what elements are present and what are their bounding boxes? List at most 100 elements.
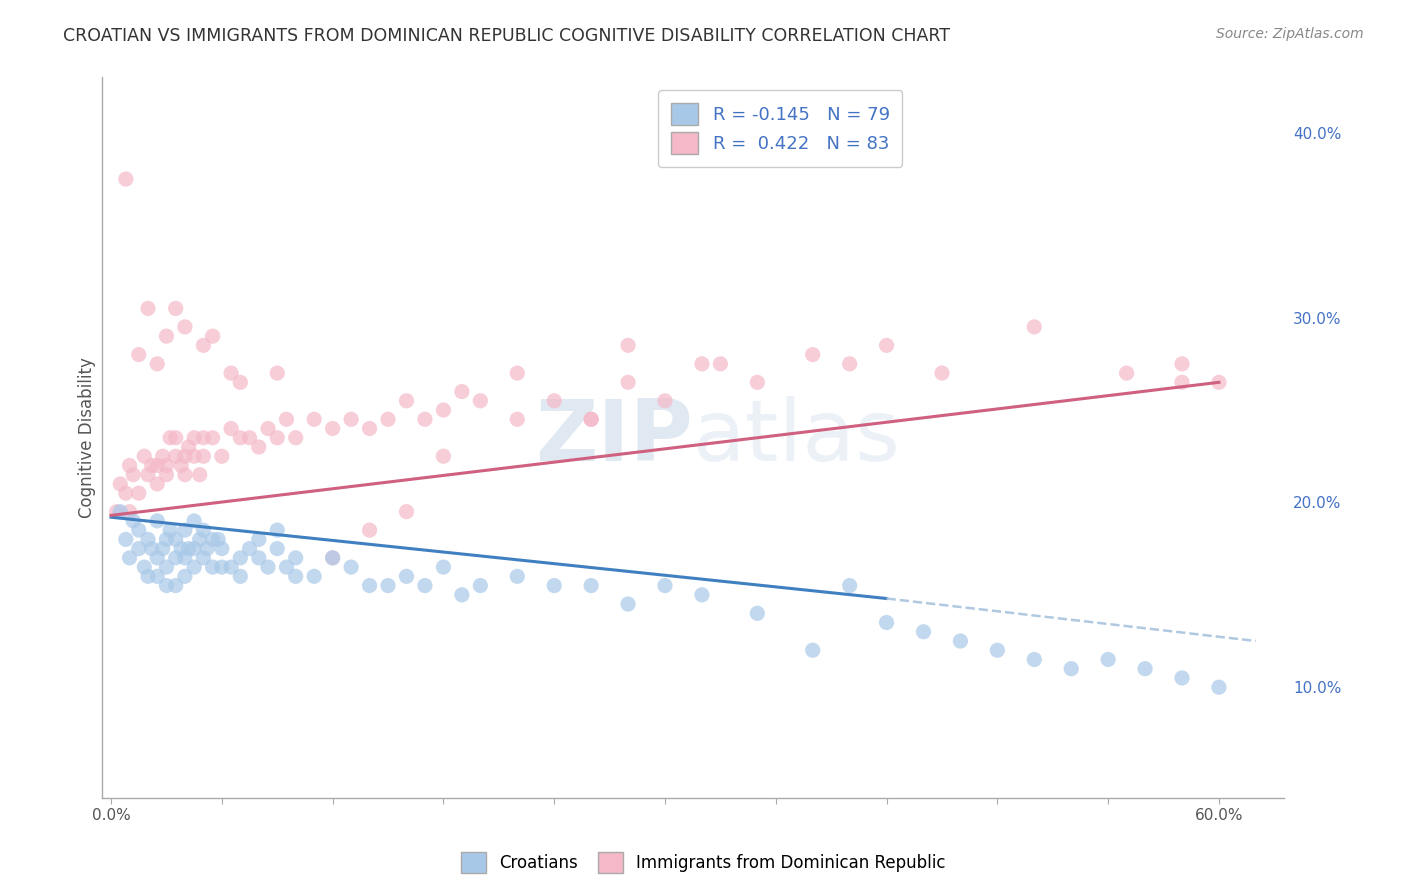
Point (247, 550, 270, 565)
Point (1208, 376, 1230, 390)
Point (470, 578, 492, 592)
Point (146, 550, 169, 565)
Point (579, 412, 602, 426)
Point (177, 541, 200, 556)
Point (211, 560, 233, 574)
Point (105, 505, 128, 519)
Point (266, 366, 288, 380)
Point (165, 578, 187, 592)
Point (690, 588, 713, 602)
Point (118, 550, 141, 565)
Point (876, 615, 898, 630)
Text: CROATIAN VS IMMIGRANTS FROM DOMINICAN REPUBLIC COGNITIVE DISABILITY CORRELATION : CROATIAN VS IMMIGRANTS FROM DOMINICAN RE… (63, 27, 950, 45)
Point (122, 514, 145, 528)
Y-axis label: Cognitive Disability: Cognitive Disability (79, 358, 96, 518)
Point (432, 449, 454, 463)
Point (183, 541, 205, 556)
Point (1133, 662, 1156, 676)
Point (195, 541, 218, 556)
Point (654, 578, 676, 592)
Point (506, 412, 529, 426)
Point (506, 366, 529, 380)
Point (110, 477, 132, 491)
Point (193, 550, 215, 565)
Point (155, 458, 177, 473)
Point (165, 431, 187, 445)
Point (451, 588, 474, 602)
Point (359, 578, 381, 592)
Point (617, 597, 640, 611)
Point (470, 393, 492, 408)
Point (302, 412, 325, 426)
Point (201, 560, 224, 574)
Point (219, 560, 242, 574)
Point (340, 412, 363, 426)
Point (193, 523, 215, 537)
Point (193, 449, 215, 463)
Point (155, 533, 177, 547)
Point (201, 431, 224, 445)
Point (1097, 652, 1119, 666)
Point (134, 560, 156, 574)
Point (413, 578, 436, 592)
Point (1171, 671, 1194, 685)
Point (266, 541, 288, 556)
Point (201, 329, 224, 343)
Point (229, 550, 252, 565)
Point (340, 560, 363, 574)
Point (229, 569, 252, 583)
Point (322, 550, 344, 565)
Point (152, 449, 174, 463)
Point (118, 458, 141, 473)
Point (141, 541, 163, 556)
Point (136, 467, 159, 482)
Point (146, 477, 169, 491)
Point (207, 533, 229, 547)
Point (170, 541, 193, 556)
Point (276, 560, 298, 574)
Point (395, 569, 418, 583)
Point (114, 172, 136, 186)
Point (257, 560, 280, 574)
Point (219, 421, 242, 435)
Point (1208, 680, 1230, 694)
Point (155, 578, 177, 592)
Point (395, 393, 418, 408)
Point (193, 431, 215, 445)
Point (1060, 662, 1083, 676)
Point (654, 393, 676, 408)
Point (931, 366, 953, 380)
Point (219, 366, 242, 380)
Point (1115, 366, 1137, 380)
Point (801, 348, 824, 362)
Point (238, 431, 260, 445)
Point (229, 431, 252, 445)
Point (136, 569, 159, 583)
Point (747, 376, 769, 390)
Point (617, 338, 640, 352)
Point (284, 569, 307, 583)
Point (451, 384, 474, 399)
Point (284, 550, 307, 565)
Point (709, 357, 731, 371)
Text: atlas: atlas (693, 396, 901, 479)
Point (359, 523, 381, 537)
Point (128, 348, 150, 362)
Point (432, 403, 454, 417)
Point (174, 550, 197, 565)
Point (165, 449, 187, 463)
Point (579, 578, 602, 592)
Point (413, 412, 436, 426)
Point (247, 440, 270, 454)
Point (395, 505, 418, 519)
Point (617, 376, 640, 390)
Point (159, 431, 181, 445)
Point (188, 533, 211, 547)
Point (146, 569, 169, 583)
Text: ZIP: ZIP (534, 396, 693, 479)
Point (174, 569, 197, 583)
Point (165, 301, 187, 316)
Point (377, 578, 399, 592)
Point (170, 458, 193, 473)
Point (155, 560, 177, 574)
